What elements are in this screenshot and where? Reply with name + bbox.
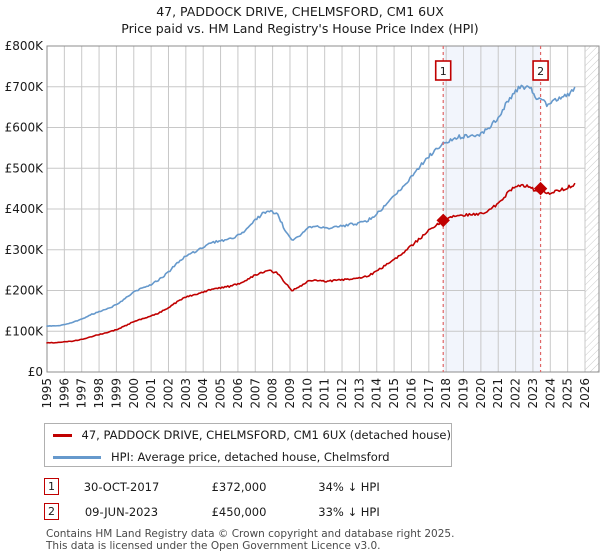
svg-text:2007: 2007 (248, 378, 262, 409)
legend-label-price-paid: 47, PADDOCK DRIVE, CHELMSFORD, CM1 6UX (… (81, 428, 452, 442)
svg-text:1998: 1998 (92, 378, 106, 409)
svg-text:£800K: £800K (5, 39, 45, 53)
svg-text:£100K: £100K (5, 324, 45, 338)
svg-text:2017: 2017 (422, 378, 436, 409)
transaction-price-2: £450,000 (211, 504, 267, 519)
legend-swatch-hpi (53, 455, 101, 459)
title-address: 47, PADDOCK DRIVE, CHELMSFORD, CM1 6UX (156, 4, 444, 19)
svg-text:2012: 2012 (335, 378, 349, 409)
footer-line-1: Contains HM Land Registry data © Crown c… (46, 528, 455, 540)
svg-text:1996: 1996 (57, 378, 71, 409)
svg-text:£300K: £300K (5, 243, 45, 257)
legend-item-price-paid: 47, PADDOCK DRIVE, CHELMSFORD, CM1 6UX (… (45, 424, 451, 446)
svg-text:£0: £0 (28, 365, 43, 379)
svg-text:2015: 2015 (387, 378, 401, 409)
transaction-price-1: £372,000 (211, 479, 267, 494)
transaction-marker: 1 (434, 46, 452, 372)
transaction-badge-1: 1 (44, 478, 59, 495)
series-line (46, 84, 576, 327)
chart-legend: 47, PADDOCK DRIVE, CHELMSFORD, CM1 6UX (… (44, 423, 452, 467)
svg-text:2018: 2018 (439, 378, 453, 409)
svg-text:2025: 2025 (561, 378, 575, 409)
svg-text:2000: 2000 (127, 378, 141, 409)
svg-text:2026: 2026 (578, 378, 592, 409)
transaction-hpi-delta-1: 34% ↓ HPI (318, 479, 380, 494)
svg-text:2024: 2024 (543, 378, 557, 409)
title-subtitle: Price paid vs. HM Land Registry's House … (121, 21, 479, 36)
transaction-date-2: 09-JUN-2023 (84, 504, 159, 519)
svg-text:2006: 2006 (231, 378, 245, 409)
svg-text:1995: 1995 (40, 378, 54, 409)
legend-item-hpi: HPI: Average price, detached house, Chel… (45, 446, 451, 468)
svg-text:2020: 2020 (474, 378, 488, 409)
svg-text:1997: 1997 (75, 378, 89, 409)
svg-text:2022: 2022 (509, 378, 523, 409)
svg-text:2008: 2008 (266, 378, 280, 409)
svg-text:2014: 2014 (370, 378, 384, 409)
legend-label-hpi: HPI: Average price, detached house, Chel… (111, 450, 390, 464)
transaction-date-1: 30-OCT-2017 (83, 479, 160, 494)
table-row: 1 30-OCT-2017 £372,000 34% ↓ HPI (44, 474, 474, 499)
svg-text:1999: 1999 (109, 378, 123, 409)
svg-text:1: 1 (440, 65, 447, 78)
svg-text:2001: 2001 (144, 378, 158, 409)
transaction-marker: 2 (532, 46, 549, 372)
svg-text:£700K: £700K (5, 80, 45, 94)
svg-text:£200K: £200K (5, 284, 45, 298)
svg-text:£500K: £500K (5, 161, 45, 175)
svg-text:2009: 2009 (283, 378, 297, 409)
svg-text:2023: 2023 (526, 378, 540, 409)
svg-text:2004: 2004 (196, 378, 210, 409)
transactions-table: 1 30-OCT-2017 £372,000 34% ↓ HPI 2 09-JU… (44, 474, 474, 524)
svg-text:2002: 2002 (161, 378, 175, 409)
copyright-footer: Contains HM Land Registry data © Crown c… (46, 528, 586, 552)
svg-text:2011: 2011 (318, 378, 332, 409)
legend-swatch-price-paid (53, 433, 72, 437)
svg-text:2021: 2021 (491, 378, 505, 409)
footer-line-2: This data is licensed under the Open Gov… (46, 540, 381, 552)
transaction-hpi-delta-2: 33% ↓ HPI (318, 504, 380, 519)
transaction-badge-2: 2 (44, 503, 59, 520)
svg-text:2013: 2013 (352, 378, 366, 409)
chart-plot: 1995 1996 1997 1998 1999 2000 2001 2002 2003 2004… (5, 39, 600, 409)
page-title: 47, PADDOCK DRIVE, CHELMSFORD, CM1 6UX P… (0, 0, 600, 37)
svg-text:2019: 2019 (457, 378, 471, 409)
svg-text:2010: 2010 (300, 378, 314, 409)
table-row: 2 09-JUN-2023 £450,000 33% ↓ HPI (44, 499, 474, 524)
svg-text:2: 2 (537, 65, 544, 78)
svg-text:£400K: £400K (5, 202, 45, 216)
future-hatched-region (585, 46, 599, 372)
svg-text:2016: 2016 (404, 378, 418, 409)
svg-text:2003: 2003 (179, 378, 193, 409)
svg-text:£600K: £600K (5, 121, 45, 135)
svg-text:2005: 2005 (214, 378, 228, 409)
series-line (46, 182, 576, 344)
